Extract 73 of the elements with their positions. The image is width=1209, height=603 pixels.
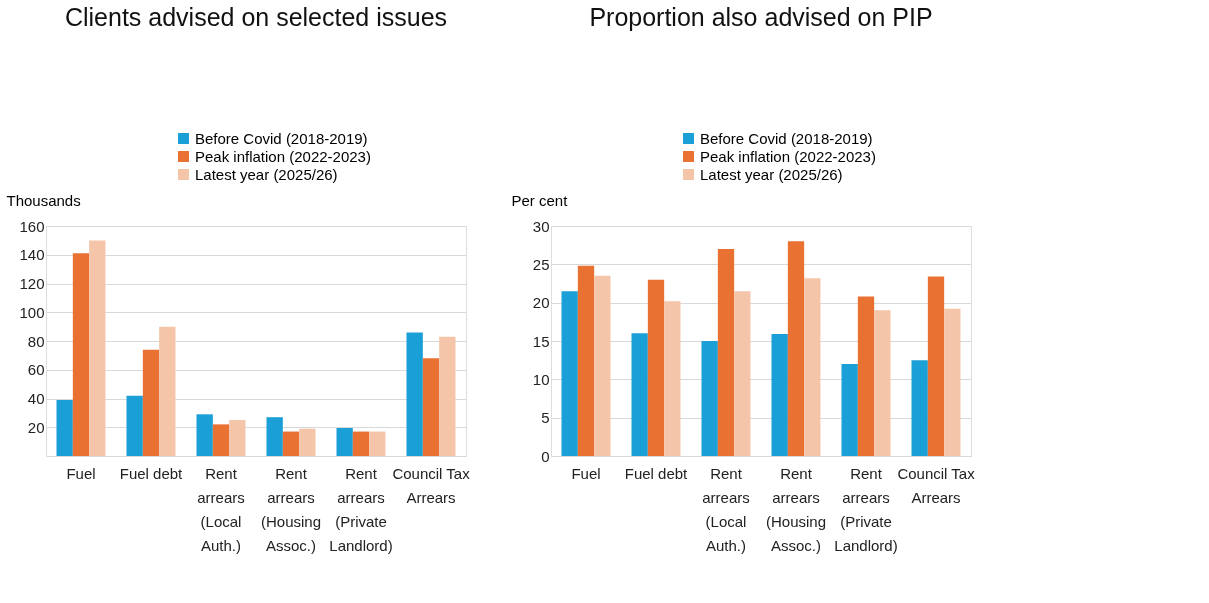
y-tick-label: 140 xyxy=(19,246,45,264)
legend-label: Latest year (2025/26) xyxy=(195,165,338,183)
x-tick-label: Fuel debt xyxy=(119,464,184,482)
x-tick-label: Rent arrears (Housing Assoc.) xyxy=(765,464,827,554)
chart-title: Proportion also advised on PIP xyxy=(589,3,933,31)
bar xyxy=(911,360,928,456)
x-tick-label: Fuel xyxy=(66,464,96,482)
y-tick-label: 120 xyxy=(19,275,45,292)
bar xyxy=(369,431,386,456)
bar xyxy=(944,308,961,456)
bar xyxy=(734,291,751,456)
y-tick-label: 30 xyxy=(532,217,550,235)
y-tick-label: 15 xyxy=(532,332,550,350)
bar xyxy=(594,275,611,456)
legend-label: Before Covid (2018-2019) xyxy=(195,129,368,147)
x-tick-label: Rent arrears (Private Landlord) xyxy=(834,464,898,554)
bar xyxy=(89,240,106,456)
y-tick-label: 60 xyxy=(27,361,45,379)
bar xyxy=(422,358,440,456)
y-tick-label: 160 xyxy=(19,217,45,235)
bar xyxy=(142,349,160,456)
bar xyxy=(352,431,370,456)
y-tick-label: 20 xyxy=(532,294,550,312)
y-tick-label: 80 xyxy=(27,332,45,350)
y-tick-label: 10 xyxy=(532,370,550,388)
y-axis-title: Per cent xyxy=(511,191,569,209)
chart-title: Clients advised on selected issues xyxy=(64,3,448,31)
legend-label: Peak inflation (2022-2023) xyxy=(700,147,876,165)
bar xyxy=(771,334,788,456)
bar xyxy=(72,253,90,456)
bar xyxy=(561,291,578,456)
x-tick-label: Fuel debt xyxy=(624,464,689,482)
bar xyxy=(229,420,246,456)
legend-label: Before Covid (2018-2019) xyxy=(700,129,873,147)
bar xyxy=(299,428,316,456)
x-tick-label: Council Tax Arrears xyxy=(897,464,976,506)
bar xyxy=(282,431,300,456)
x-tick-label: Rent arrears (Local Auth.) xyxy=(702,464,750,554)
bar xyxy=(266,417,283,456)
y-axis-title: Thousands xyxy=(6,191,81,209)
bar xyxy=(664,301,681,456)
x-tick-label: Rent arrears (Private Landlord) xyxy=(329,464,393,554)
bar xyxy=(787,241,805,456)
bar xyxy=(159,326,176,456)
y-tick-label: 20 xyxy=(27,418,45,436)
bar xyxy=(196,414,213,456)
bar xyxy=(406,332,423,456)
x-tick-label: Rent arrears (Housing Assoc.) xyxy=(260,464,322,554)
y-tick-label: 100 xyxy=(19,303,45,321)
bar xyxy=(874,310,891,456)
y-tick-label: 40 xyxy=(27,390,45,407)
bar xyxy=(717,249,735,456)
bar xyxy=(857,296,875,456)
bar xyxy=(126,395,143,456)
x-tick-label: Council Tax Arrears xyxy=(392,464,471,506)
bar xyxy=(577,265,595,456)
bar xyxy=(439,336,456,456)
bar xyxy=(631,333,648,456)
legend-label: Peak inflation (2022-2023) xyxy=(195,147,371,165)
bar xyxy=(336,427,353,456)
y-tick-label: 0 xyxy=(541,447,550,465)
bar xyxy=(56,399,73,456)
bar xyxy=(804,278,821,456)
bar xyxy=(212,424,230,456)
bar xyxy=(841,364,858,456)
bar xyxy=(647,279,665,456)
x-tick-label: Fuel xyxy=(571,464,601,482)
bar xyxy=(927,276,945,456)
x-tick-label: Rent arrears (Local Auth.) xyxy=(197,464,245,554)
y-tick-label: 5 xyxy=(541,409,550,427)
bar xyxy=(701,341,718,456)
legend-label: Latest year (2025/26) xyxy=(700,165,843,183)
y-tick-label: 25 xyxy=(532,255,550,273)
